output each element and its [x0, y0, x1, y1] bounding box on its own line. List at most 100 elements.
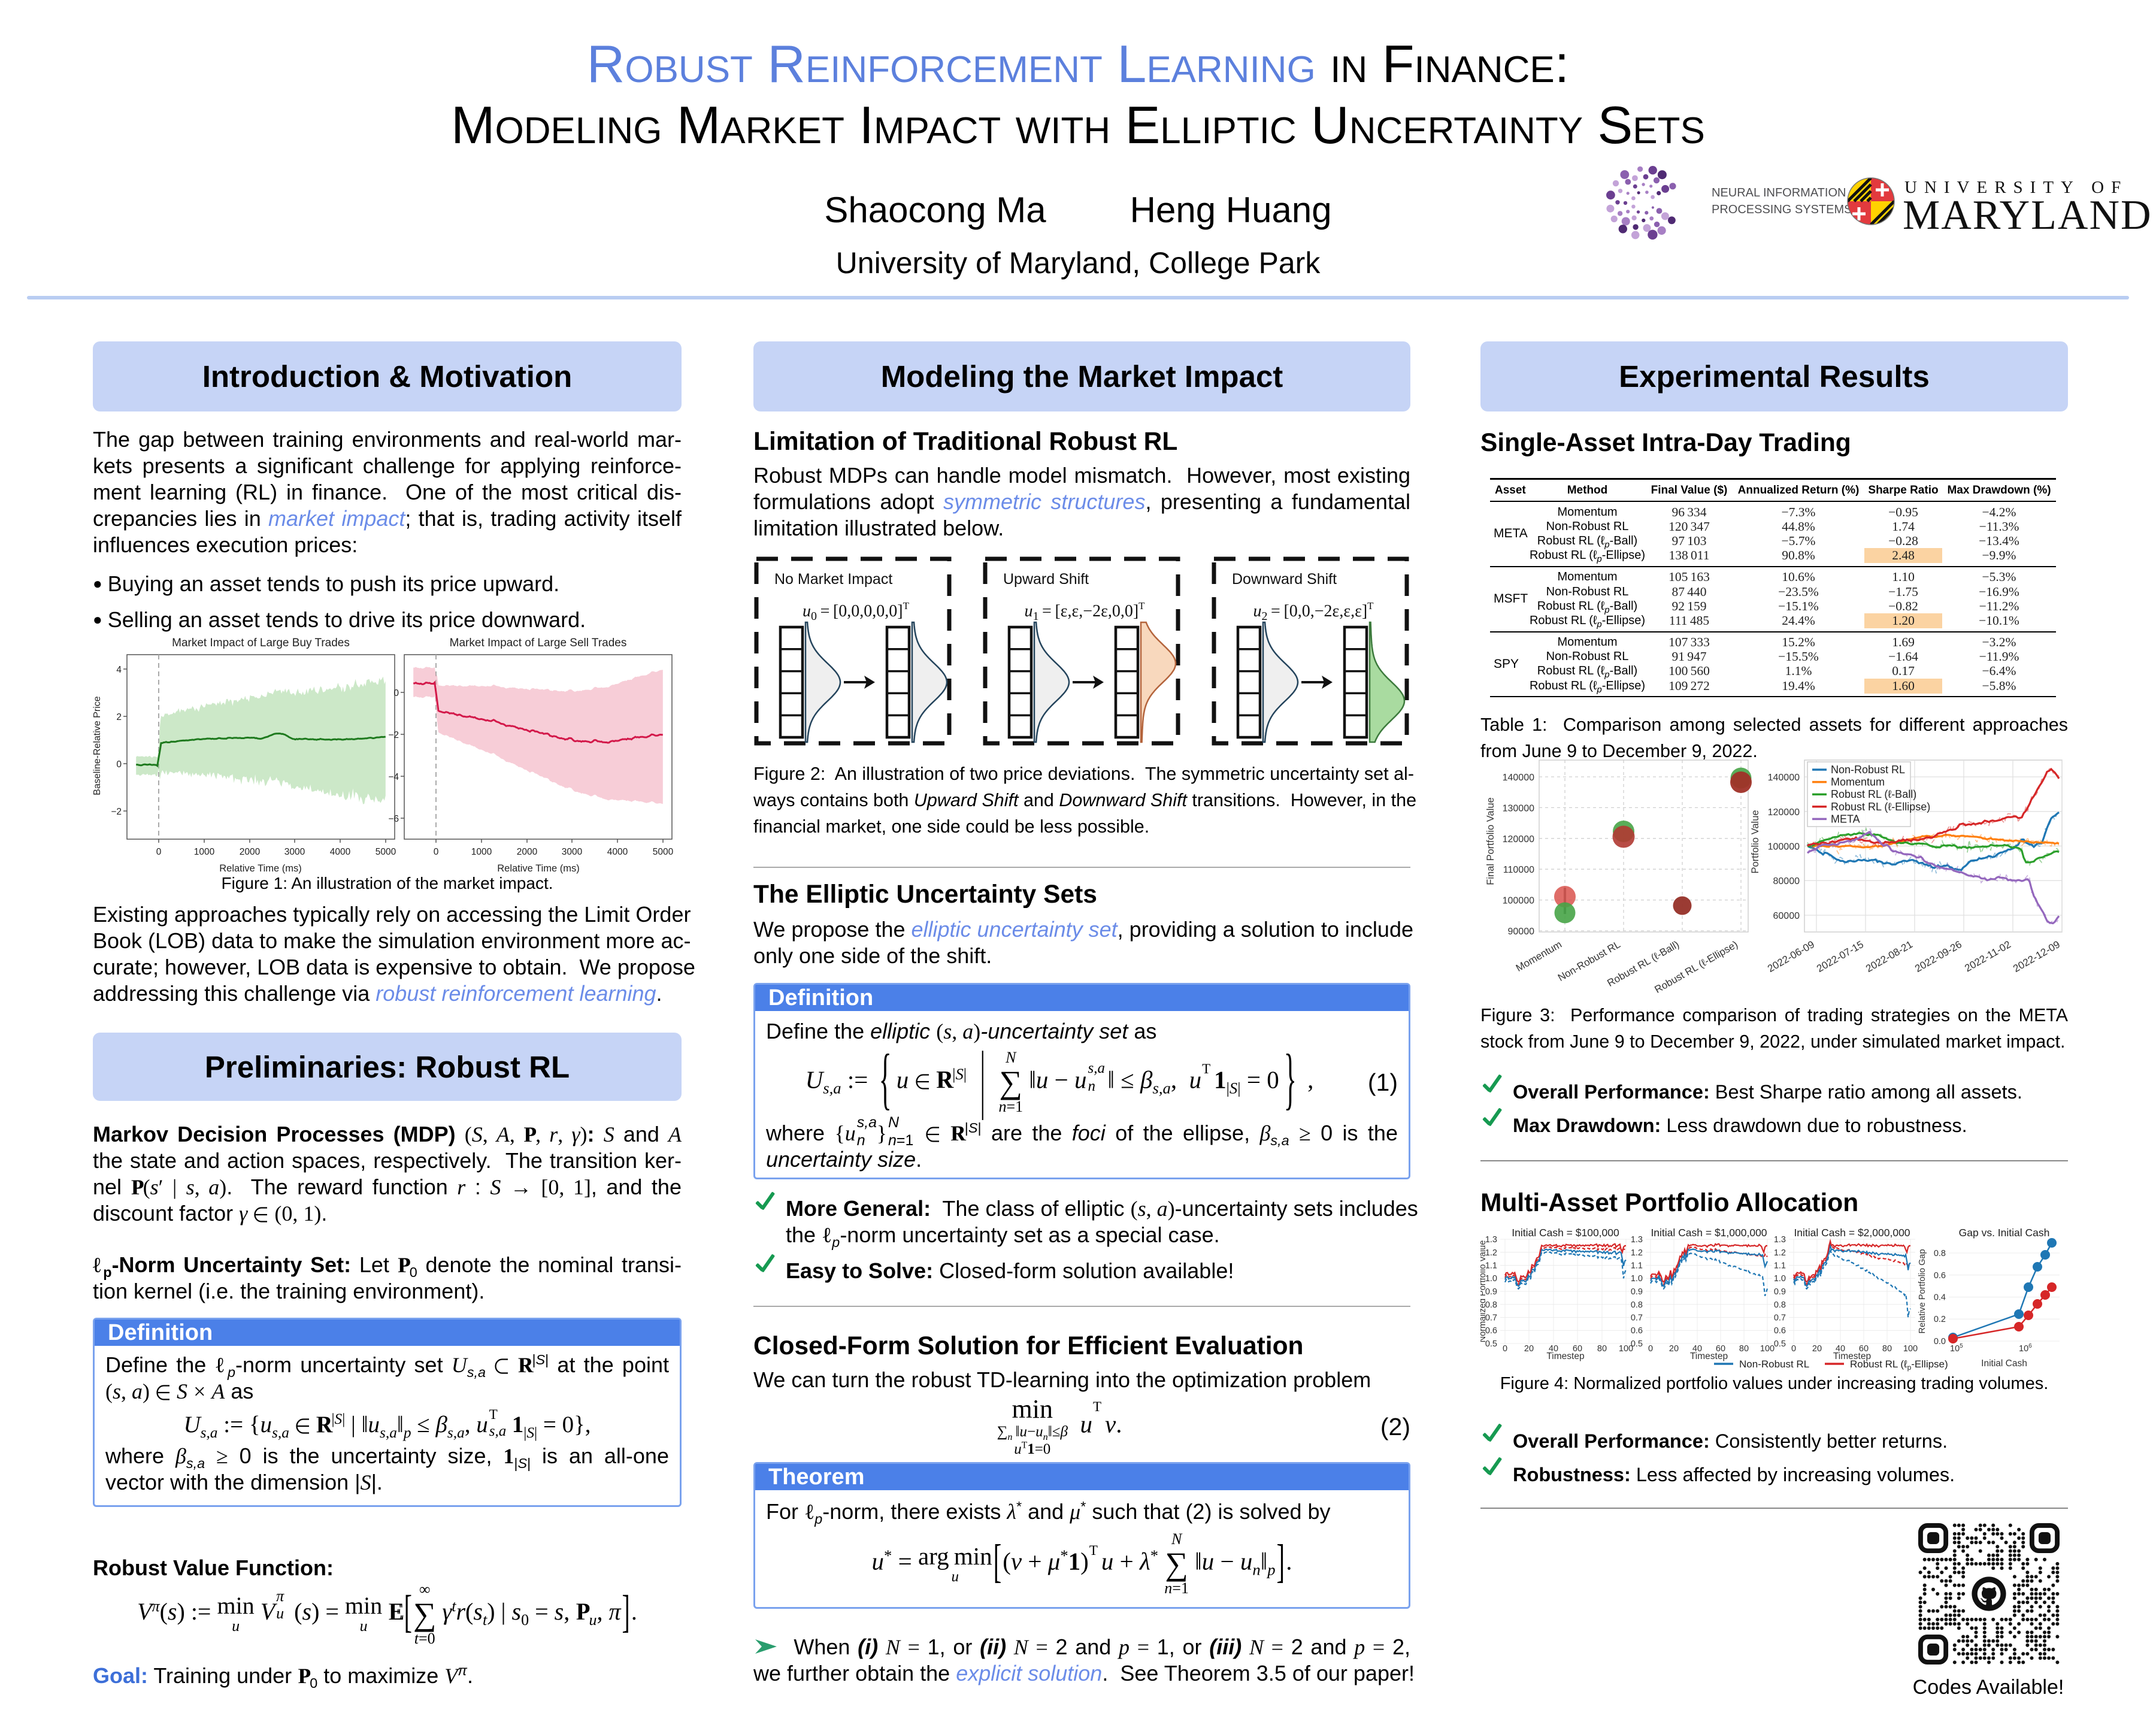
svg-text:0: 0: [393, 688, 399, 698]
svg-text:100: 100: [1760, 1344, 1775, 1354]
svg-text:Gap vs. Initial Cash: Gap vs. Initial Cash: [1959, 1228, 2050, 1239]
svg-text:0.5: 0.5: [1485, 1339, 1497, 1349]
svg-text:1.3: 1.3: [1631, 1235, 1643, 1245]
svg-text:0.0: 0.0: [1934, 1337, 1946, 1346]
svg-text:Relative Time (ms): Relative Time (ms): [497, 863, 580, 874]
svg-text:90000: 90000: [1508, 927, 1535, 937]
svg-text:1.3: 1.3: [1774, 1235, 1786, 1245]
svg-text:1.1: 1.1: [1774, 1261, 1786, 1271]
svg-text:−2: −2: [388, 730, 399, 740]
svg-text:60: 60: [1859, 1344, 1869, 1354]
svg-text:140000: 140000: [1503, 773, 1534, 783]
svg-text:2000: 2000: [517, 847, 538, 857]
svg-text:4000: 4000: [607, 847, 628, 857]
svg-text:0.9: 0.9: [1485, 1287, 1497, 1297]
svg-text:80: 80: [1597, 1344, 1607, 1354]
svg-text:2022-06-09: 2022-06-09: [1766, 939, 1816, 975]
svg-text:2022-09-26: 2022-09-26: [1913, 939, 1964, 975]
svg-text:Initial Cash = $2,000,000: Initial Cash = $2,000,000: [1794, 1228, 1910, 1239]
svg-text:Non-Robust RL: Non-Robust RL: [1739, 1358, 1809, 1370]
svg-text:1.1: 1.1: [1631, 1261, 1643, 1271]
svg-text:No Market Impact: No Market Impact: [774, 571, 892, 588]
svg-text:1000: 1000: [194, 847, 215, 857]
svg-text:0.4: 0.4: [1934, 1293, 1946, 1303]
svg-text:40: 40: [1549, 1344, 1558, 1354]
svg-text:2022-08-21: 2022-08-21: [1864, 939, 1915, 975]
svg-text:−4: −4: [388, 772, 399, 782]
svg-text:80: 80: [1739, 1344, 1749, 1354]
svg-text:60: 60: [1716, 1344, 1725, 1354]
svg-text:1.3: 1.3: [1485, 1235, 1497, 1245]
svg-text:140000: 140000: [1768, 773, 1800, 783]
svg-text:META: META: [1831, 813, 1860, 825]
svg-text:0: 0: [116, 759, 122, 770]
svg-text:0.5: 0.5: [1774, 1339, 1786, 1349]
svg-text:Upward Shift: Upward Shift: [1003, 571, 1089, 588]
svg-text:Initial Cash = $1,000,000: Initial Cash = $1,000,000: [1651, 1228, 1767, 1239]
svg-text:130000: 130000: [1503, 803, 1534, 813]
svg-text:100: 100: [1903, 1344, 1918, 1354]
svg-text:Momentum: Momentum: [1831, 776, 1885, 788]
svg-text:40: 40: [1692, 1344, 1702, 1354]
svg-text:Timestep: Timestep: [1546, 1351, 1584, 1361]
svg-text:40: 40: [1836, 1344, 1845, 1354]
svg-text:1000: 1000: [471, 847, 492, 857]
svg-text:4: 4: [116, 665, 122, 675]
svg-text:3000: 3000: [284, 847, 305, 857]
svg-text:0.6: 0.6: [1485, 1326, 1497, 1336]
svg-text:1.0: 1.0: [1631, 1274, 1643, 1284]
svg-text:20: 20: [1524, 1344, 1534, 1354]
svg-text:105: 105: [1950, 1343, 1963, 1354]
svg-text:80: 80: [1882, 1344, 1892, 1354]
svg-text:Market Impact of Large Buy Tra: Market Impact of Large Buy Trades: [172, 637, 350, 649]
svg-text:20: 20: [1812, 1344, 1822, 1354]
svg-text:Relative Portfolio Gap: Relative Portfolio Gap: [1918, 1249, 1927, 1333]
svg-text:60000: 60000: [1773, 911, 1800, 921]
svg-text:100: 100: [1619, 1344, 1633, 1354]
svg-text:1.2: 1.2: [1485, 1248, 1497, 1258]
svg-text:Baseline-Relative Price: Baseline-Relative Price: [93, 696, 102, 795]
svg-text:0.9: 0.9: [1631, 1287, 1643, 1297]
svg-text:1.0: 1.0: [1485, 1274, 1497, 1284]
svg-text:0.8: 0.8: [1485, 1300, 1497, 1310]
svg-text:PROCESSING SYSTEMS: PROCESSING SYSTEMS: [1712, 203, 1852, 216]
svg-text:UNIVERSITY OF: UNIVERSITY OF: [1904, 178, 2128, 197]
svg-text:120000: 120000: [1503, 834, 1534, 845]
svg-text:Non-Robust RL: Non-Robust RL: [1831, 764, 1905, 776]
svg-text:0.9: 0.9: [1774, 1287, 1786, 1297]
svg-text:0.7: 0.7: [1631, 1314, 1643, 1323]
svg-text:0: 0: [434, 847, 439, 857]
svg-text:0.8: 0.8: [1631, 1300, 1643, 1310]
svg-text:5000: 5000: [653, 847, 674, 857]
svg-text:100000: 100000: [1768, 842, 1800, 852]
svg-text:Robust RL (ℓ-Ball): Robust RL (ℓ-Ball): [1831, 788, 1916, 800]
svg-text:120000: 120000: [1768, 807, 1800, 818]
svg-text:0: 0: [1648, 1344, 1653, 1354]
svg-text:Initial Cash: Initial Cash: [1981, 1358, 2027, 1369]
svg-text:106: 106: [2019, 1343, 2032, 1354]
svg-text:Initial Cash = $100,000: Initial Cash = $100,000: [1512, 1228, 1619, 1239]
svg-text:1.2: 1.2: [1774, 1248, 1786, 1258]
svg-text:u0 = [0,0,0,0,0]T: u0 = [0,0,0,0,0]T: [803, 600, 910, 623]
svg-text:−2: −2: [111, 807, 122, 817]
svg-text:0.8: 0.8: [1934, 1249, 1946, 1258]
svg-text:4000: 4000: [330, 847, 351, 857]
svg-text:0.5: 0.5: [1631, 1339, 1643, 1349]
svg-text:Portfolio Value: Portfolio Value: [1750, 810, 1761, 873]
svg-text:0.8: 0.8: [1774, 1300, 1786, 1310]
svg-text:−6: −6: [388, 814, 399, 824]
svg-text:2022-12-09: 2022-12-09: [2011, 939, 2062, 975]
svg-text:NEURAL INFORMATION: NEURAL INFORMATION: [1712, 186, 1846, 199]
svg-text:60: 60: [1573, 1344, 1582, 1354]
svg-text:2022-07-15: 2022-07-15: [1815, 939, 1866, 975]
svg-text:2: 2: [116, 712, 122, 722]
svg-text:0.6: 0.6: [1774, 1326, 1786, 1336]
svg-text:2000: 2000: [240, 847, 261, 857]
svg-text:0.6: 0.6: [1934, 1271, 1946, 1281]
svg-text:1.2: 1.2: [1631, 1248, 1643, 1258]
svg-text:MARYLAND: MARYLAND: [1903, 192, 2152, 238]
svg-text:u2 = [0,0,−2ε,ε,ε]T: u2 = [0,0,−2ε,ε,ε]T: [1253, 600, 1374, 623]
svg-text:100000: 100000: [1503, 896, 1534, 906]
svg-text:5000: 5000: [376, 847, 396, 857]
svg-text:2022-11-02: 2022-11-02: [1963, 939, 2013, 974]
